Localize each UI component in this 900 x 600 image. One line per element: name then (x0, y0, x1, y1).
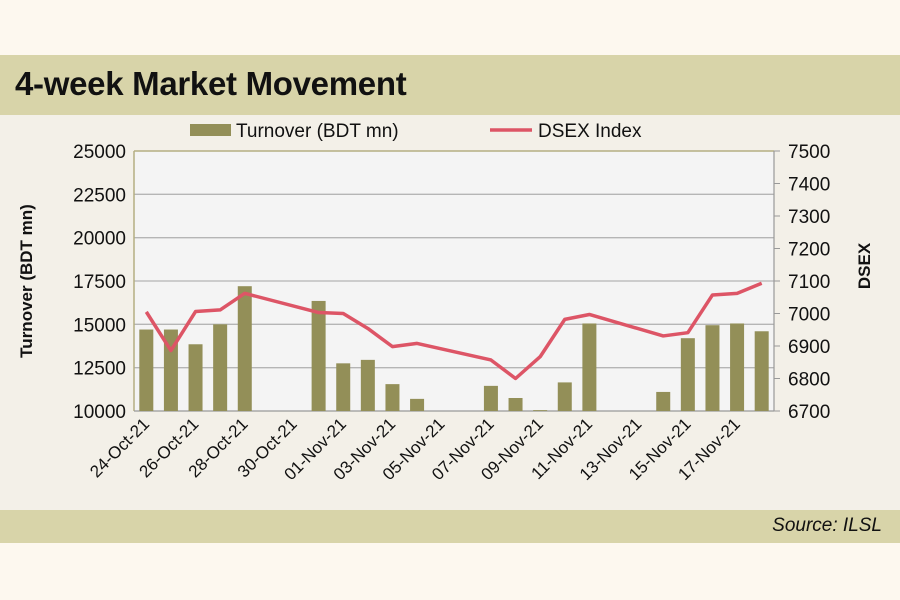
turnover-bar (754, 331, 769, 411)
right-tick-label: 7500 (788, 142, 830, 163)
right-tick-label: 7300 (788, 207, 830, 228)
right-tick-label: 7400 (788, 175, 830, 196)
turnover-bar (336, 363, 351, 411)
turnover-bar (163, 329, 178, 411)
turnover-bar (213, 324, 228, 411)
turnover-bar (656, 391, 671, 411)
left-tick-label: 15000 (73, 315, 126, 336)
left-tick-label: 12500 (73, 359, 126, 380)
turnover-bar (680, 338, 695, 411)
turnover-bar (410, 398, 425, 411)
turnover-bar (139, 329, 154, 411)
right-tick-label: 7000 (788, 305, 830, 326)
right-tick-label: 7100 (788, 272, 830, 293)
left-tick-label: 17500 (73, 272, 126, 293)
turnover-bar (730, 323, 745, 411)
legend-bar-swatch (190, 124, 231, 136)
turnover-bar (533, 410, 548, 411)
turnover-bar (557, 382, 572, 411)
legend-turnover-label: Turnover (BDT mn) (236, 121, 399, 142)
chart-title: 4-week Market Movement (15, 65, 407, 102)
turnover-bar (237, 286, 252, 411)
right-tick-label: 7200 (788, 240, 830, 261)
turnover-bar (508, 398, 523, 411)
title-band: 4-week Market Movement (0, 55, 900, 115)
left-tick-label: 25000 (73, 142, 126, 163)
right-tick-label: 6900 (788, 337, 830, 358)
turnover-bar (385, 384, 400, 411)
turnover-bar (705, 325, 720, 411)
dsex-line (144, 281, 763, 381)
source-band: Source: ILSL (0, 510, 900, 543)
left-tick-label: 10000 (73, 402, 126, 423)
left-tick-label: 20000 (73, 229, 126, 250)
right-axis-title: DSEX (855, 242, 874, 289)
right-tick-label: 6800 (788, 370, 830, 391)
turnover-bar (188, 344, 203, 411)
turnover-bar (360, 359, 375, 411)
left-axis-title: Turnover (BDT mn) (17, 204, 36, 358)
right-tick-label: 6700 (788, 402, 830, 423)
source-note: Source: ILSL (772, 515, 882, 536)
turnover-bar (483, 385, 498, 411)
turnover-bar (582, 323, 597, 411)
turnover-bar (311, 300, 326, 411)
left-tick-label: 22500 (73, 185, 126, 206)
legend-dsex-label: DSEX Index (538, 121, 642, 142)
